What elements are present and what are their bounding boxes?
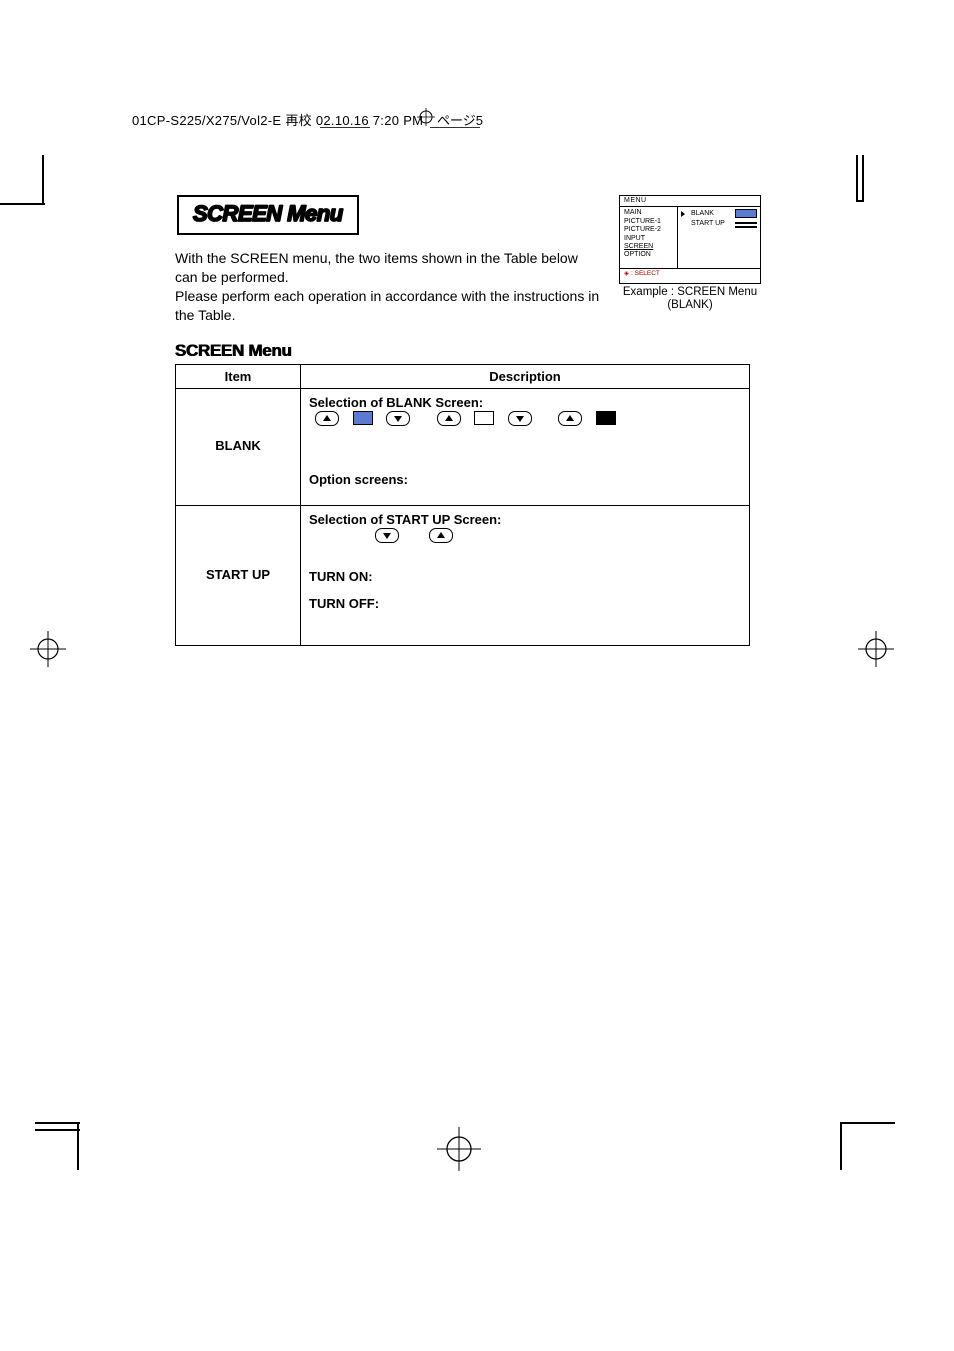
- table-heading: SCREEN Menu: [175, 341, 750, 361]
- desc-cell-startup: Selection of START UP Screen: TURN ON: T…: [301, 505, 750, 645]
- crop-mark: [35, 1122, 80, 1124]
- blank-cycle-icons: [309, 410, 620, 425]
- desc-line: TURN ON:: [309, 569, 373, 584]
- black-swatch-icon: [596, 411, 616, 425]
- intro-line2: Please perform each operation in accorda…: [175, 288, 599, 323]
- up-button-icon: [437, 411, 461, 426]
- white-swatch-icon: [474, 411, 494, 425]
- crop-mark: [42, 155, 44, 203]
- item-cell-blank: BLANK: [176, 388, 301, 505]
- up-button-icon: [315, 411, 339, 426]
- table-row: START UP Selection of START UP Screen: T…: [176, 505, 750, 645]
- page-title-box: SCREEN Menu: [177, 195, 359, 235]
- crop-mark: [77, 1122, 79, 1170]
- page-content: SCREEN Menu With the SCREEN menu, the tw…: [175, 195, 750, 646]
- doc-id: 01CP-S225/X275/Vol2-E: [132, 113, 281, 128]
- crop-mark: [856, 200, 864, 202]
- screen-menu-table: Item Description BLANK Selection of BLAN…: [175, 364, 750, 646]
- crop-mark: [862, 155, 864, 200]
- crop-mark: [840, 1122, 895, 1124]
- header-underline: [430, 127, 480, 128]
- col-header-item: Item: [176, 364, 301, 388]
- desc-line: TURN OFF:: [309, 596, 379, 611]
- desc-line: Option screens:: [309, 472, 408, 487]
- up-button-icon: [558, 411, 582, 426]
- down-button-icon: [508, 411, 532, 426]
- print-header: 01CP-S225/X275/Vol2-E 再校 02.10.16 7:20 P…: [132, 110, 423, 129]
- desc-line: Selection of START UP Screen:: [309, 512, 501, 527]
- registration-target-icon: [437, 1127, 481, 1171]
- crop-mark: [35, 1129, 80, 1131]
- table-header-row: Item Description: [176, 364, 750, 388]
- blue-swatch-icon: [353, 411, 373, 425]
- timestamp: 02.10.16 7:20 PM: [316, 113, 423, 128]
- up-button-icon: [429, 528, 453, 543]
- desc-cell-blank: Selection of BLANK Screen: Option screen…: [301, 388, 750, 505]
- intro-line1: With the SCREEN menu, the two items show…: [175, 250, 578, 285]
- desc-line: Selection of BLANK Screen:: [309, 395, 483, 410]
- col-header-desc: Description: [301, 364, 750, 388]
- crop-mark: [0, 203, 45, 205]
- table-row: BLANK Selection of BLANK Screen: Opt: [176, 388, 750, 505]
- revision-label: 再校: [285, 113, 312, 128]
- intro-paragraph: With the SCREEN menu, the two items show…: [175, 249, 600, 325]
- down-button-icon: [386, 411, 410, 426]
- registration-target-icon: [30, 631, 66, 667]
- crop-mark: [856, 155, 858, 200]
- page-title: SCREEN Menu: [193, 201, 343, 226]
- registration-target-icon: [858, 631, 894, 667]
- crop-mark: [840, 1122, 842, 1170]
- down-button-icon: [375, 528, 399, 543]
- startup-cycle-icons: [309, 527, 459, 542]
- item-cell-startup: START UP: [176, 505, 301, 645]
- page-target-icon: [417, 108, 435, 126]
- header-underline: [320, 127, 370, 128]
